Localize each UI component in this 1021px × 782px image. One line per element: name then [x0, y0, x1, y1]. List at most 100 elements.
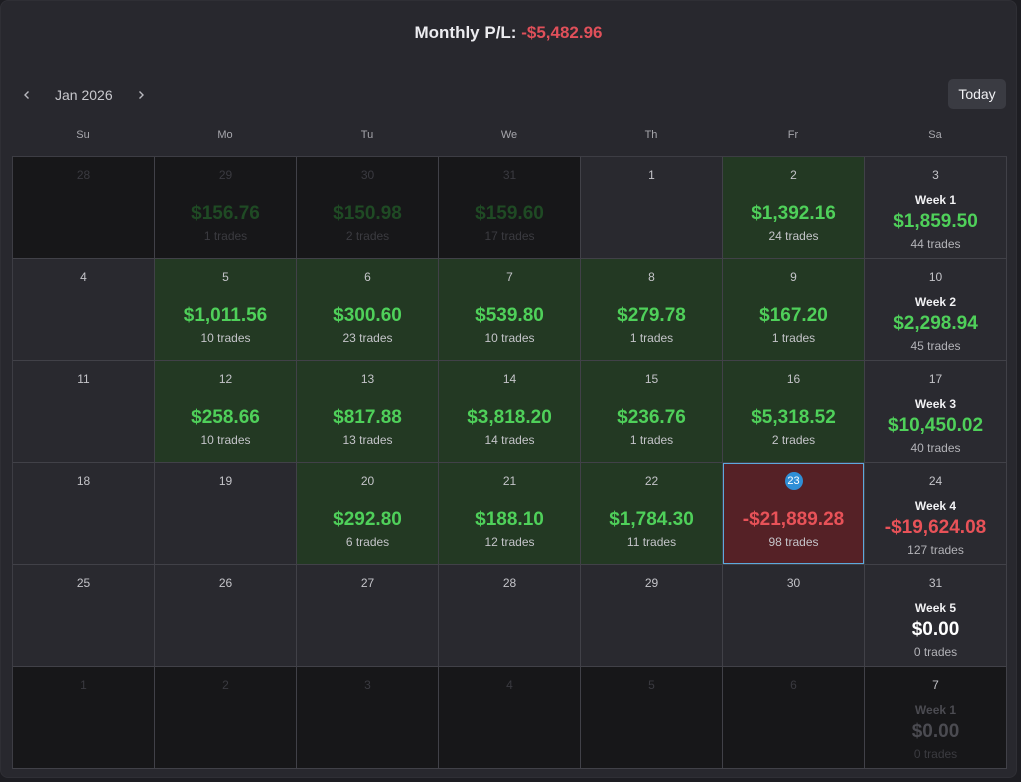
day-cell[interactable]: 5	[581, 667, 723, 769]
day-cell[interactable]: 28	[439, 565, 581, 667]
day-cell[interactable]: 30	[723, 565, 865, 667]
week-pnl: $0.00	[911, 721, 960, 742]
week-label: Week 3	[914, 397, 957, 411]
day-cell[interactable]: 27	[297, 565, 439, 667]
day-cell[interactable]: 30 $150.98 2 trades	[297, 157, 439, 259]
week-label: Week 1	[914, 703, 957, 717]
day-number: 2	[790, 168, 797, 182]
day-cell[interactable]: 1	[13, 667, 155, 769]
week-summary-cell[interactable]: 31 Week 5 $0.00 0 trades	[865, 565, 1007, 667]
day-number: 1	[648, 168, 655, 182]
day-cell[interactable]: 28	[13, 157, 155, 259]
day-number: 14	[502, 372, 517, 386]
day-pnl: $300.60	[333, 305, 402, 326]
day-pnl: $236.76	[617, 407, 686, 428]
week-trade-count: 45 trades	[910, 339, 961, 353]
weekday-header: Sa	[928, 129, 942, 141]
monthly-pl-value: -$5,482.96	[521, 23, 603, 42]
week-trade-count: 44 trades	[910, 237, 961, 251]
day-cell[interactable]: 25	[13, 565, 155, 667]
day-trade-count: 10 trades	[200, 331, 251, 345]
day-pnl: $292.80	[333, 509, 402, 530]
day-number: 5	[648, 678, 655, 692]
day-cell[interactable]: 7 $539.80 10 trades	[439, 259, 581, 361]
day-cell[interactable]: 3	[297, 667, 439, 769]
day-cell[interactable]: 11	[13, 361, 155, 463]
prev-month-chevron-left-icon[interactable]	[15, 83, 39, 107]
next-month-chevron-right-icon[interactable]	[129, 83, 153, 107]
week-summary-cell[interactable]: 17 Week 3 $10,450.02 40 trades	[865, 361, 1007, 463]
week-trade-count: 127 trades	[907, 543, 964, 557]
day-number: 24	[928, 474, 943, 488]
week-label: Week 4	[914, 499, 957, 513]
day-trade-count: 23 trades	[342, 331, 393, 345]
day-cell[interactable]: 9 $167.20 1 trades	[723, 259, 865, 361]
week-label: Week 2	[914, 295, 957, 309]
day-number: 3	[364, 678, 371, 692]
day-cell[interactable]: 6 $300.60 23 trades	[297, 259, 439, 361]
day-cell[interactable]: 13 $817.88 13 trades	[297, 361, 439, 463]
week-summary-cell[interactable]: 7 Week 1 $0.00 0 trades	[865, 667, 1007, 769]
week-trade-count: 40 trades	[910, 441, 961, 455]
day-number: 21	[502, 474, 517, 488]
week-summary-cell[interactable]: 24 Week 4 -$19,624.08 127 trades	[865, 463, 1007, 565]
day-cell[interactable]: 29	[581, 565, 723, 667]
day-trade-count: 2 trades	[345, 229, 390, 243]
day-cell[interactable]: 2 $1,392.16 24 trades	[723, 157, 865, 259]
day-cell[interactable]: 23 -$21,889.28 98 trades	[723, 463, 865, 565]
day-pnl: $1,011.56	[183, 305, 268, 326]
day-pnl: $150.98	[333, 203, 402, 224]
day-number: 9	[790, 270, 797, 284]
day-cell[interactable]: 1	[581, 157, 723, 259]
day-number: 15	[644, 372, 659, 386]
day-trade-count: 1 trades	[629, 433, 674, 447]
day-cell[interactable]: 12 $258.66 10 trades	[155, 361, 297, 463]
day-number: 16	[786, 372, 801, 386]
day-cell[interactable]: 4	[439, 667, 581, 769]
week-pnl: $2,298.94	[893, 313, 978, 334]
day-cell[interactable]: 18	[13, 463, 155, 565]
day-cell[interactable]: 8 $279.78 1 trades	[581, 259, 723, 361]
week-trade-count: 0 trades	[913, 747, 958, 761]
week-pnl: $0.00	[911, 619, 960, 640]
day-pnl: $3,818.20	[467, 407, 552, 428]
day-number: 4	[80, 270, 87, 284]
day-cell[interactable]: 26	[155, 565, 297, 667]
day-trade-count: 1 trades	[771, 331, 816, 345]
day-number: 8	[648, 270, 655, 284]
day-number: 28	[76, 168, 91, 182]
day-cell[interactable]: 22 $1,784.30 11 trades	[581, 463, 723, 565]
day-cell[interactable]: 29 $156.76 1 trades	[155, 157, 297, 259]
day-cell[interactable]: 14 $3,818.20 14 trades	[439, 361, 581, 463]
day-number: 1	[80, 678, 87, 692]
day-pnl: $1,392.16	[751, 203, 836, 224]
day-cell[interactable]: 21 $188.10 12 trades	[439, 463, 581, 565]
calendar-grid: 28 29 $156.76 1 trades 30 $150.98 2 trades 31 $1…	[12, 156, 1007, 769]
day-pnl: $167.20	[759, 305, 828, 326]
today-button[interactable]: Today	[948, 79, 1006, 109]
week-summary-cell[interactable]: 3 Week 1 $1,859.50 44 trades	[865, 157, 1007, 259]
day-cell[interactable]: 19	[155, 463, 297, 565]
day-trade-count: 10 trades	[200, 433, 251, 447]
day-cell[interactable]: 16 $5,318.52 2 trades	[723, 361, 865, 463]
day-pnl: -$21,889.28	[742, 509, 845, 530]
day-cell[interactable]: 4	[13, 259, 155, 361]
week-pnl: $10,450.02	[887, 415, 984, 436]
day-cell[interactable]: 20 $292.80 6 trades	[297, 463, 439, 565]
day-trade-count: 11 trades	[626, 535, 677, 549]
day-number: 30	[360, 168, 375, 182]
day-pnl: $817.88	[333, 407, 402, 428]
day-number: 7	[932, 678, 939, 692]
current-month-label: Jan 2026	[55, 87, 113, 103]
day-cell[interactable]: 31 $159.60 17 trades	[439, 157, 581, 259]
day-number: 20	[360, 474, 375, 488]
day-trade-count: 24 trades	[768, 229, 819, 243]
week-summary-cell[interactable]: 10 Week 2 $2,298.94 45 trades	[865, 259, 1007, 361]
day-number: 7	[506, 270, 513, 284]
day-cell[interactable]: 15 $236.76 1 trades	[581, 361, 723, 463]
day-pnl: $1,784.30	[609, 509, 694, 530]
day-cell[interactable]: 2	[155, 667, 297, 769]
day-cell[interactable]: 5 $1,011.56 10 trades	[155, 259, 297, 361]
day-cell[interactable]: 6	[723, 667, 865, 769]
